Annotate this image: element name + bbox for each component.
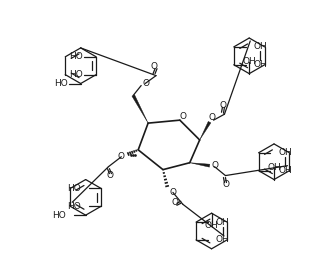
Text: O: O [151, 62, 158, 71]
Polygon shape [200, 122, 211, 140]
Polygon shape [190, 163, 210, 167]
Polygon shape [132, 95, 148, 123]
Text: O: O [211, 161, 218, 170]
Text: OH: OH [278, 148, 292, 157]
Text: HO: HO [69, 70, 83, 79]
Text: HO: HO [52, 211, 66, 220]
Text: OH: OH [278, 166, 292, 175]
Text: O: O [179, 112, 186, 121]
Text: O: O [208, 113, 215, 122]
Text: HO: HO [69, 52, 83, 61]
Text: OH: OH [254, 42, 267, 51]
Text: O: O [107, 171, 114, 180]
Text: OH: OH [216, 218, 230, 227]
Text: O: O [220, 101, 227, 110]
Text: OH: OH [242, 57, 256, 66]
Text: O: O [172, 198, 178, 207]
Text: HO: HO [54, 79, 68, 88]
Text: O: O [169, 188, 176, 197]
Text: OH: OH [205, 221, 218, 229]
Text: O: O [223, 180, 230, 189]
Text: OH: OH [216, 235, 230, 244]
Text: O: O [118, 152, 125, 161]
Text: OH: OH [254, 60, 267, 69]
Text: HO: HO [68, 184, 81, 193]
Text: OH: OH [267, 163, 281, 172]
Text: O: O [143, 79, 150, 88]
Text: HO: HO [68, 202, 81, 211]
